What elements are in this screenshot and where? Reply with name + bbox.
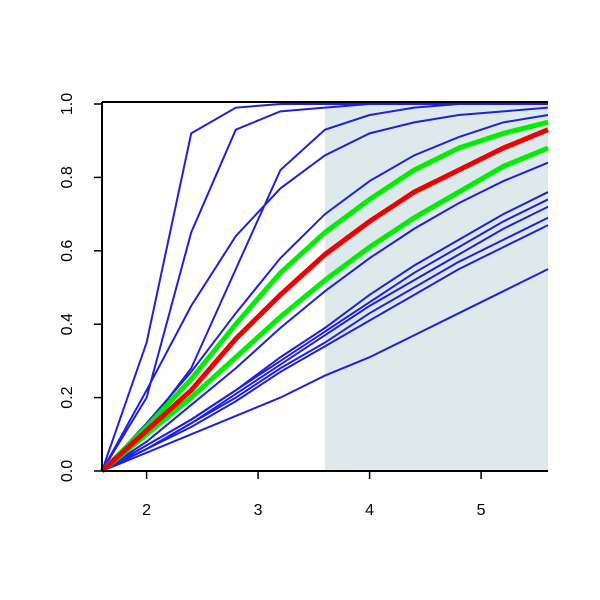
series-line [101,198,549,472]
y-tick-label: 0.6 [59,240,76,262]
y-tick-label: 0.8 [59,166,76,188]
y-tick-label: 0.0 [59,460,76,482]
x-tick-label: 3 [254,502,263,519]
series-line [101,216,549,472]
series-line [101,161,549,472]
series-line [100,145,549,473]
x-tick-label: 5 [477,502,486,519]
x-tick-label: 2 [142,502,151,519]
series-line [101,114,549,472]
x-tick-label: 4 [365,502,374,519]
series-line [100,119,549,473]
series-line [100,127,549,473]
y-tick-label: 1.0 [59,93,76,115]
y-tick-label: 0.4 [59,313,76,335]
series-line [101,268,549,472]
series-line [101,224,549,472]
series-line [101,106,549,472]
y-tick-label: 0.2 [59,386,76,408]
